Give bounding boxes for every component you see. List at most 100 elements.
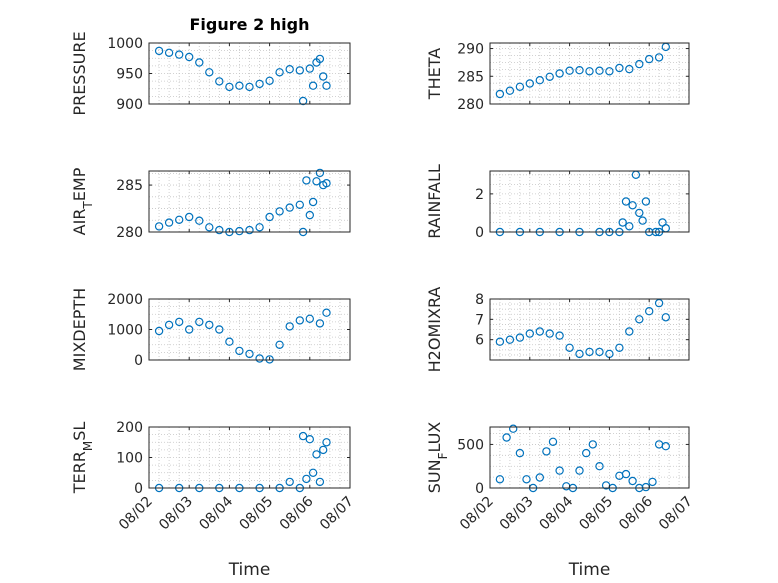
y-axis-label: SUNFLUX [425, 422, 450, 494]
y-tick-label: 2 [475, 187, 484, 203]
x-axis-label: Time [568, 560, 611, 580]
data-point [265, 212, 274, 222]
data-point [645, 54, 654, 64]
scatter-series [495, 298, 671, 359]
data-point [312, 177, 321, 186]
data-point [305, 435, 314, 444]
data-point [174, 50, 184, 59]
data-point [285, 322, 294, 331]
data-point [545, 72, 554, 82]
data-point [255, 79, 264, 89]
data-point [641, 197, 651, 206]
data-point [154, 326, 164, 336]
data-point [305, 314, 314, 323]
subplot-bottom-right: 500 0 SUNFLUX 08/02 08/03 08/04 08/05 08/06 08/0… [425, 422, 696, 580]
data-point [322, 81, 331, 90]
x-tick-label: 08/02 [116, 494, 156, 534]
x-tick-label: 08/05 [237, 494, 277, 534]
data-point [164, 218, 174, 227]
y-tick-label: 0 [134, 481, 143, 497]
data-point [245, 82, 254, 92]
data-point [555, 69, 564, 78]
data-point [525, 79, 535, 88]
data-point [322, 178, 331, 188]
y-axis-label: MIXDEPTH [70, 288, 89, 371]
x-tick-label: 08/05 [576, 494, 616, 534]
data-point [515, 448, 525, 458]
data-point [205, 68, 214, 77]
data-point [215, 77, 224, 86]
data-point [654, 53, 664, 62]
data-point [184, 52, 194, 62]
axes-box [489, 426, 690, 489]
data-point [235, 346, 244, 356]
y-axis-label: TERRMSL [70, 422, 95, 495]
data-point [295, 66, 304, 75]
data-point [215, 325, 224, 334]
data-point [628, 476, 637, 486]
subplot-third-left: 2000 1000 0 MIXDEPTH [70, 288, 351, 371]
data-point [495, 89, 505, 99]
data-point [505, 335, 515, 344]
y-tick-label: 6 [475, 333, 484, 349]
data-point [319, 445, 328, 455]
x-tick-label: 08/04 [196, 493, 236, 533]
y-axis-label: RAINFALL [425, 164, 444, 239]
data-point [285, 64, 294, 74]
data-point [588, 440, 598, 449]
data-point [661, 442, 671, 451]
data-point [621, 197, 631, 206]
data-point [302, 176, 311, 185]
data-point [515, 333, 525, 342]
y-tick-label: 950 [116, 67, 143, 83]
data-point [235, 226, 244, 236]
x-tick-label: 08/04 [537, 493, 577, 533]
data-point [319, 72, 328, 81]
data-point [225, 337, 234, 346]
y-axis-label: AIRTEMP [70, 167, 95, 235]
data-point [625, 64, 634, 74]
data-point [154, 222, 164, 231]
axes-box [489, 298, 690, 361]
data-point [635, 208, 644, 218]
data-point [555, 331, 564, 340]
x-tick-label: 08/06 [616, 493, 656, 533]
x-tick-label: 08/07 [656, 494, 696, 534]
data-point [245, 349, 254, 359]
data-point [565, 66, 574, 75]
y-tick-label: 285 [116, 178, 143, 194]
data-point [505, 86, 515, 95]
data-point [245, 225, 254, 235]
data-point [605, 67, 614, 76]
data-point [595, 462, 604, 471]
y-tick-label: 100 [116, 451, 143, 467]
data-point [502, 433, 511, 442]
figure-title: Figure 2 high [190, 15, 310, 34]
subplot-second-right: 2 0 RAINFALL [425, 164, 690, 241]
data-point [205, 320, 214, 330]
data-point [255, 223, 264, 232]
data-point [322, 438, 331, 447]
data-point [548, 437, 558, 446]
data-point [315, 54, 325, 64]
y-tick-label: 500 [457, 437, 484, 453]
axes-box [489, 170, 690, 233]
x-axis-label: Time [228, 560, 271, 580]
x-tick-label: 08/07 [317, 494, 357, 534]
axes-box [489, 42, 690, 105]
y-tick-label: 200 [116, 420, 143, 436]
data-point [275, 68, 284, 77]
y-tick-label: 280 [116, 225, 143, 241]
scatter-series [154, 46, 331, 106]
data-point [625, 222, 634, 231]
y-axis-label: THETA [425, 48, 444, 100]
scatter-series [154, 168, 331, 237]
data-point [595, 347, 604, 357]
data-point [174, 317, 184, 327]
y-tick-label: 8 [475, 292, 484, 308]
data-point [295, 316, 304, 325]
data-point [298, 96, 308, 106]
data-point [535, 75, 545, 85]
data-point [184, 212, 194, 222]
data-point [515, 82, 525, 92]
